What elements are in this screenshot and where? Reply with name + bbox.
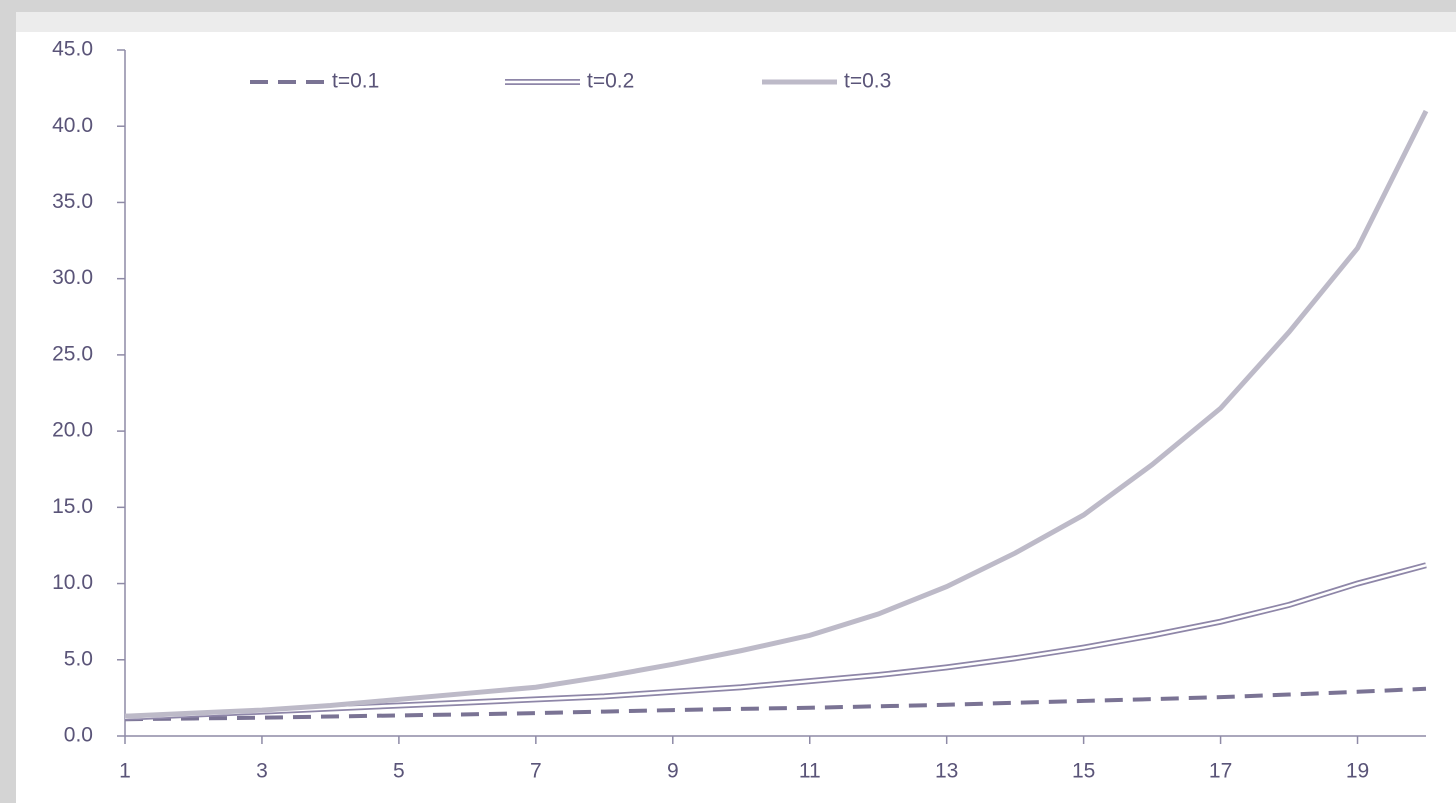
x-tick-label: 13 <box>935 760 958 783</box>
x-tick-label: 7 <box>530 760 542 783</box>
y-tick-label: 40.0 <box>52 114 93 137</box>
legend-label: t=0.2 <box>587 70 634 93</box>
y-tick-label: 35.0 <box>52 190 93 213</box>
y-tick-label: 45.0 <box>52 38 93 61</box>
x-tick-label: 15 <box>1072 760 1095 783</box>
y-tick-label: 15.0 <box>52 495 93 518</box>
window-strip-left <box>0 0 16 803</box>
y-tick-label: 0.0 <box>64 724 93 747</box>
legend-label: t=0.1 <box>332 70 379 93</box>
y-tick-label: 10.0 <box>52 571 93 594</box>
line-dashed <box>124 686 1427 722</box>
window-band <box>16 12 1456 32</box>
x-tick-label: 19 <box>1346 760 1369 783</box>
x-tick-label: 9 <box>667 760 679 783</box>
chart-area <box>16 32 1456 803</box>
x-tick-label: 1 <box>119 760 131 783</box>
y-tick-label: 30.0 <box>52 266 93 289</box>
y-tick-label: 20.0 <box>52 419 93 442</box>
x-tick-label: 3 <box>256 760 268 783</box>
x-tick-label: 5 <box>393 760 405 783</box>
line-double-inner <box>124 564 1427 719</box>
legend-label: t=0.3 <box>844 70 891 93</box>
y-tick-label: 25.0 <box>52 342 93 365</box>
x-tick-label: 17 <box>1209 760 1232 783</box>
x-tick-label: 11 <box>799 760 821 783</box>
y-tick-label: 5.0 <box>64 647 93 670</box>
window-strip-top <box>0 0 1456 12</box>
line-solid <box>124 109 1429 719</box>
